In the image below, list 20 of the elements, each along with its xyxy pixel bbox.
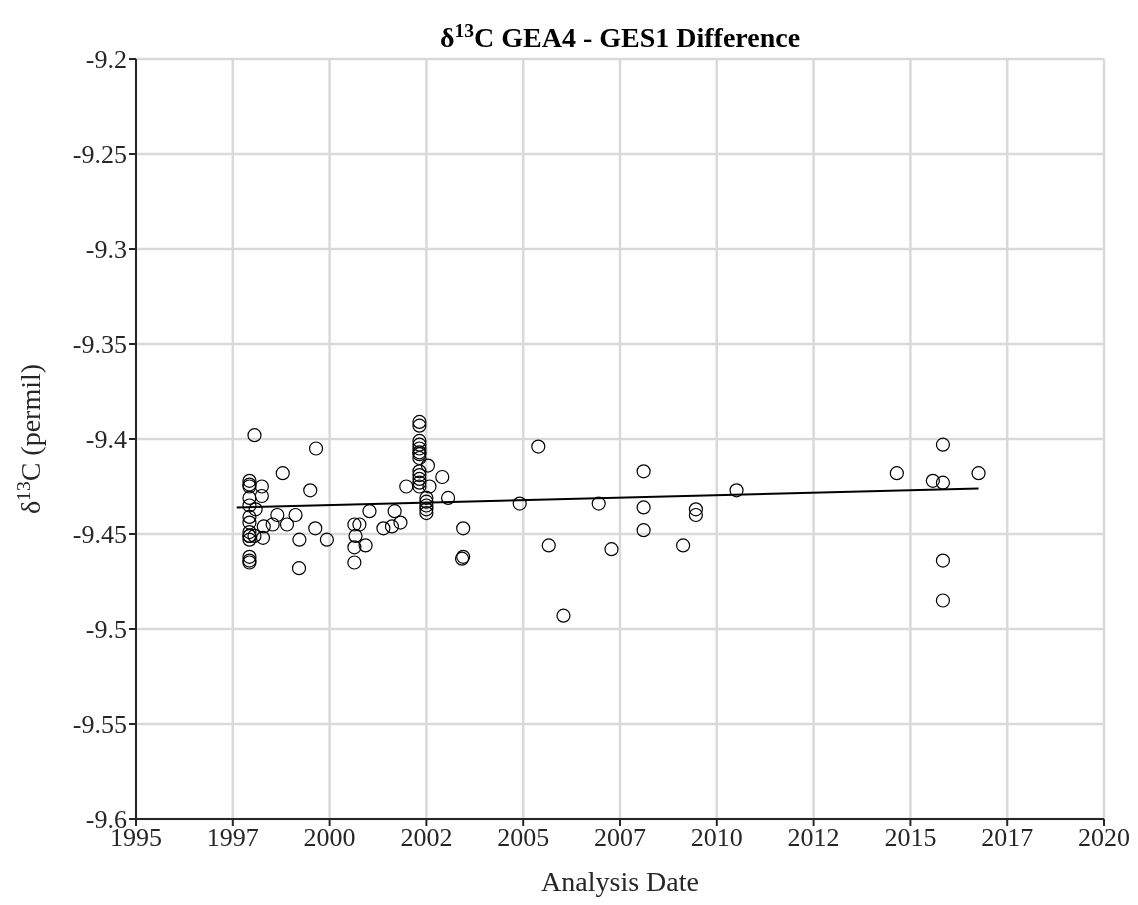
y-tick-label: -9.35 <box>72 330 127 360</box>
x-tick-label: 2015 <box>884 823 937 853</box>
x-tick-label: 1997 <box>206 823 259 853</box>
y-tick-label: -9.5 <box>85 615 127 645</box>
x-tick-label: 2002 <box>400 823 453 853</box>
x-tick-label: 2007 <box>594 823 646 853</box>
y-tick-label: -9.2 <box>85 45 127 75</box>
y-tick-label: -9.3 <box>85 235 127 265</box>
x-tick-label: 2010 <box>690 823 743 853</box>
y-tick-label: -9.55 <box>72 710 127 740</box>
x-tick-label: 2005 <box>497 823 550 853</box>
x-axis-title: Analysis Date <box>541 866 699 897</box>
x-tick-label: 2017 <box>981 823 1034 853</box>
x-tick-label: 2000 <box>303 823 356 853</box>
y-tick-label: -9.45 <box>72 520 127 550</box>
y-tick-label: -9.4 <box>85 425 127 455</box>
x-tick-label: 2020 <box>1078 823 1130 853</box>
x-tick-label: 2012 <box>787 823 840 853</box>
chart-title: δ$^{13}$C GEA4 - GES1 Difference <box>439 19 801 53</box>
y-tick-label: -9.25 <box>72 140 127 170</box>
